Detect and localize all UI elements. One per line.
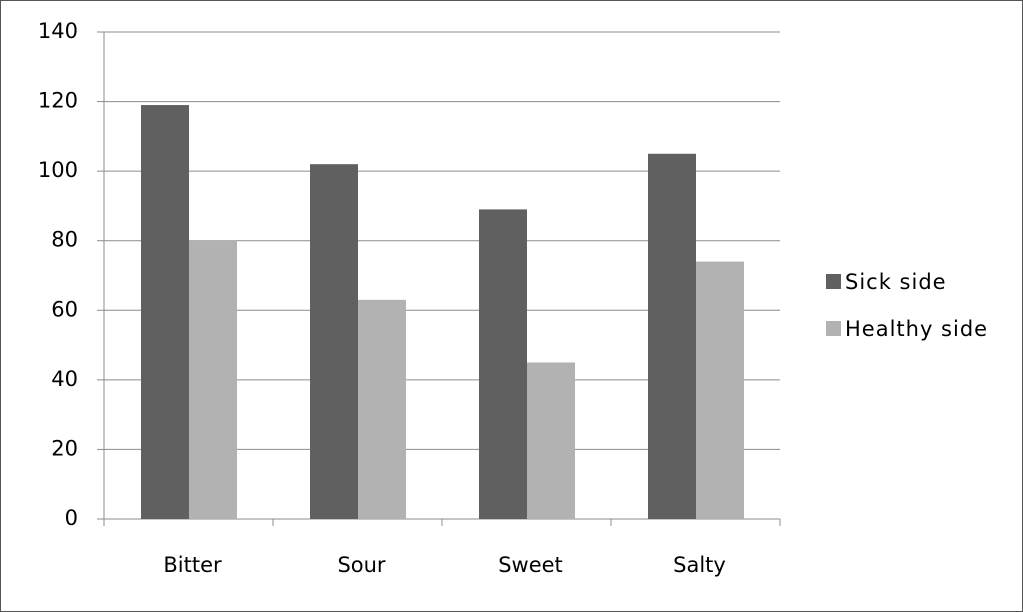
y-tick-label: 140	[38, 19, 78, 43]
y-tick-label: 0	[65, 506, 78, 530]
y-tick-label: 80	[51, 228, 78, 252]
bar	[189, 240, 237, 519]
x-tick-label: Bitter	[163, 553, 222, 577]
y-tick-label: 40	[51, 367, 78, 391]
legend-swatch	[826, 274, 841, 289]
x-tick-label: Salty	[673, 553, 726, 577]
bar	[358, 299, 406, 519]
x-tick-label: Sweet	[498, 553, 563, 577]
legend-label: Sick side	[845, 270, 947, 294]
legend-label: Healthy side	[845, 317, 988, 341]
bar	[527, 362, 575, 519]
y-tick-label: 60	[51, 297, 78, 321]
bar	[479, 209, 527, 519]
y-tick-label: 100	[38, 158, 78, 182]
bar	[648, 153, 696, 519]
legend-swatch	[826, 321, 841, 336]
bar	[141, 105, 189, 520]
y-tick-label: 120	[38, 89, 78, 113]
bar	[310, 164, 358, 519]
y-tick-label: 20	[51, 436, 78, 460]
x-tick-label: Sour	[337, 553, 385, 577]
bar	[696, 261, 744, 519]
